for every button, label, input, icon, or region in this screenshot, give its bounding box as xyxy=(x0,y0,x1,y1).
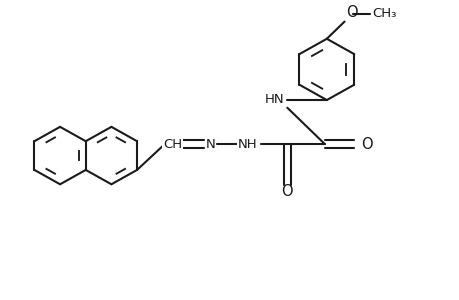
Text: CH₃: CH₃ xyxy=(371,8,396,20)
Text: N: N xyxy=(205,138,215,151)
Text: HN: HN xyxy=(264,93,284,106)
Text: NH: NH xyxy=(237,138,257,151)
Text: CH: CH xyxy=(163,138,182,151)
Text: O: O xyxy=(361,136,372,152)
Text: O: O xyxy=(346,4,358,20)
Text: O: O xyxy=(281,184,292,200)
